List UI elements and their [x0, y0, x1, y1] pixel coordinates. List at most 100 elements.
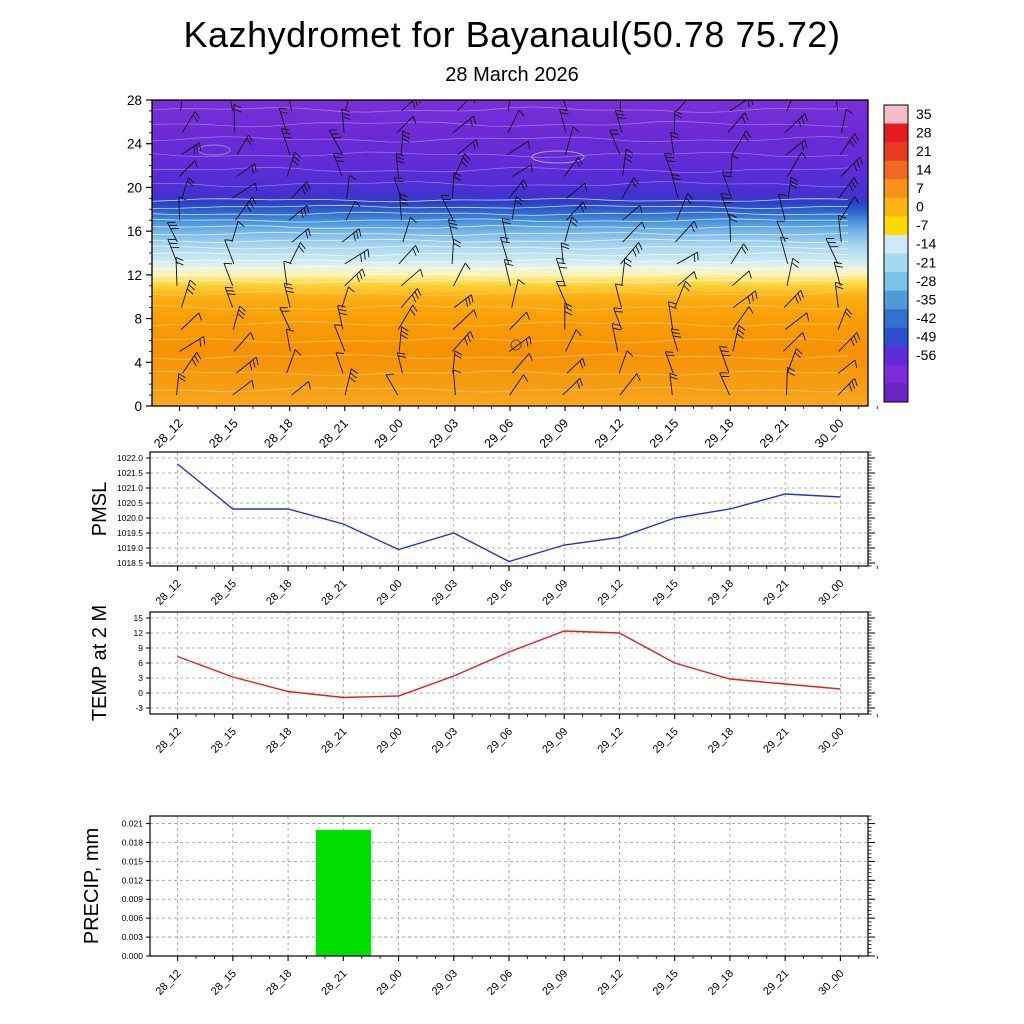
svg-text:29_06: 29_06 [485, 578, 515, 608]
svg-text:6: 6 [138, 658, 143, 668]
svg-text:0.009: 0.009 [122, 894, 144, 904]
svg-text:29_12: 29_12 [595, 578, 625, 608]
svg-text:3: 3 [138, 673, 143, 683]
svg-text:28_15: 28_15 [209, 726, 239, 756]
svg-text:21: 21 [916, 143, 932, 159]
svg-text:29_06: 29_06 [482, 416, 517, 451]
svg-text:8: 8 [134, 312, 142, 327]
svg-text:-42: -42 [916, 310, 936, 326]
svg-text:30_00: 30_00 [812, 416, 847, 451]
svg-text:1022.0: 1022.0 [117, 453, 143, 463]
svg-text:30_00: 30_00 [816, 968, 846, 998]
svg-text:29_21: 29_21 [757, 416, 792, 451]
svg-text:29_09: 29_09 [540, 578, 570, 608]
svg-text:29_15: 29_15 [651, 578, 681, 608]
svg-text:0.006: 0.006 [122, 913, 144, 923]
svg-text:0.012: 0.012 [122, 875, 144, 885]
svg-text:12: 12 [134, 628, 144, 638]
svg-text:28_21: 28_21 [316, 416, 351, 451]
svg-text:29_21: 29_21 [761, 726, 791, 756]
svg-text:1018.5: 1018.5 [117, 558, 143, 568]
svg-text:0.015: 0.015 [122, 856, 144, 866]
svg-text:0: 0 [134, 399, 142, 414]
svg-text:1019.5: 1019.5 [117, 528, 143, 538]
svg-text:-3: -3 [135, 703, 143, 713]
svg-text:29_18: 29_18 [706, 726, 736, 756]
svg-text:28_18: 28_18 [261, 416, 296, 451]
svg-text:0: 0 [138, 688, 143, 698]
svg-text:29_09: 29_09 [540, 726, 570, 756]
svg-text:29_00: 29_00 [375, 578, 405, 608]
svg-text:29_18: 29_18 [706, 968, 736, 998]
svg-text:35: 35 [916, 106, 932, 122]
svg-text:28: 28 [916, 124, 932, 140]
svg-text:29_09: 29_09 [540, 968, 570, 998]
PRECIP, mm-panel: 0.000 0.003 0.006 0.009 0.012 0.015 0.018 0.021 [122, 815, 875, 961]
svg-text:-49: -49 [916, 329, 936, 345]
svg-text:28_21: 28_21 [319, 726, 349, 756]
svg-text:16: 16 [127, 224, 142, 239]
wind-barbs [167, 100, 864, 396]
svg-text:29_06: 29_06 [485, 968, 515, 998]
svg-text:29_21: 29_21 [761, 578, 791, 608]
svg-text:-7: -7 [916, 217, 929, 233]
svg-text:28_12: 28_12 [154, 968, 184, 998]
svg-text:12: 12 [127, 268, 142, 283]
svg-text:1021.0: 1021.0 [117, 483, 143, 493]
svg-text:9: 9 [138, 643, 143, 653]
svg-text:1021.5: 1021.5 [117, 468, 143, 478]
svg-text:28_18: 28_18 [264, 578, 294, 608]
svg-text:29_03: 29_03 [430, 726, 460, 756]
svg-text:30_00: 30_00 [816, 578, 846, 608]
svg-text:28_12: 28_12 [151, 416, 186, 451]
svg-text:28_15: 28_15 [206, 416, 241, 451]
svg-text:28_12: 28_12 [154, 726, 184, 756]
svg-text:14: 14 [916, 161, 932, 177]
svg-text:-28: -28 [916, 273, 936, 289]
svg-text:28_21: 28_21 [319, 578, 349, 608]
svg-text:29_00: 29_00 [375, 968, 405, 998]
page-title: Kazhydromet for Bayanaul(50.78 75.72) [183, 14, 841, 55]
svg-text:15: 15 [134, 613, 144, 623]
svg-text:4: 4 [134, 355, 142, 370]
svg-text:28_18: 28_18 [264, 726, 294, 756]
svg-text:29_21: 29_21 [761, 968, 791, 998]
svg-text:29_00: 29_00 [375, 726, 405, 756]
svg-text:28_21: 28_21 [319, 968, 349, 998]
PMSL-panel: 1018.5 1019.0 1019.5 1020.0 1020.5 1021.0 1021… [117, 451, 875, 568]
svg-text:28_15: 28_15 [209, 578, 239, 608]
svg-text:28_18: 28_18 [264, 968, 294, 998]
svg-text:7: 7 [916, 180, 924, 196]
svg-text:28_12: 28_12 [154, 578, 184, 608]
svg-text:1020.0: 1020.0 [117, 513, 143, 523]
svg-text:1020.5: 1020.5 [117, 498, 143, 508]
svg-text:24: 24 [127, 137, 143, 152]
svg-text:29_15: 29_15 [651, 968, 681, 998]
svg-text:29_03: 29_03 [430, 968, 460, 998]
svg-text:29_12: 29_12 [595, 968, 625, 998]
svg-text:-21: -21 [916, 254, 936, 270]
colorbar: 35 28 21 14 7 0 -7 -14 -21 -28 -35 -42 -49 -56 [883, 104, 936, 403]
svg-text:30_00: 30_00 [816, 726, 846, 756]
svg-text:29_15: 29_15 [651, 726, 681, 756]
svg-text:1019.0: 1019.0 [117, 543, 143, 553]
svg-text:20: 20 [127, 180, 142, 195]
svg-text:29_09: 29_09 [537, 416, 572, 451]
svg-text:0: 0 [916, 199, 924, 215]
svg-text:29_03: 29_03 [427, 416, 462, 451]
svg-text:29_15: 29_15 [647, 416, 682, 451]
svg-text:0.021: 0.021 [122, 819, 144, 829]
PMSL-series [177, 463, 841, 563]
svg-text:29_18: 29_18 [706, 578, 736, 608]
svg-text:28: 28 [127, 93, 142, 108]
svg-text:28_15: 28_15 [209, 968, 239, 998]
svg-text:0.018: 0.018 [122, 837, 144, 847]
date-subtitle: 28 March 2026 [445, 64, 579, 86]
svg-text:-35: -35 [916, 291, 936, 307]
contour-lines [152, 106, 849, 393]
svg-text:29_03: 29_03 [430, 578, 460, 608]
precip-bar [315, 829, 371, 956]
svg-text:-14: -14 [916, 236, 936, 252]
